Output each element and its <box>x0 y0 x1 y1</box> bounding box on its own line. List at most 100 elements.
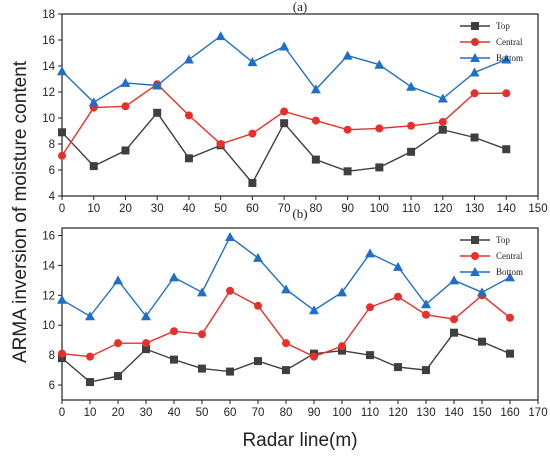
data-point-bottom <box>113 275 123 285</box>
data-point-bottom <box>501 54 512 64</box>
series-bottom <box>57 231 515 321</box>
data-point-top <box>311 155 320 164</box>
data-point-bottom <box>152 80 163 90</box>
data-point-central <box>343 125 352 134</box>
legend: Top Central Bottom <box>460 21 523 63</box>
x-tick-label: 90 <box>308 407 321 419</box>
plot-frame <box>61 227 539 401</box>
y-tick-label: 4 <box>49 191 56 203</box>
x-tick-label: 10 <box>84 407 97 419</box>
legend-label: Bottom <box>496 267 523 277</box>
x-tick-label: 70 <box>278 203 291 215</box>
data-point-bottom <box>437 93 448 103</box>
panel-b: (b)0 10 20 30 40 50 60 70 80 90 100 110 120 130 140 150… <box>42 206 547 419</box>
data-point-top <box>198 364 206 373</box>
data-point-bottom <box>85 311 95 321</box>
data-point-bottom <box>120 77 131 87</box>
series-line-bottom <box>61 235 511 318</box>
data-point-central <box>226 286 234 295</box>
data-point-bottom <box>281 284 291 294</box>
legend-label: Bottom <box>496 53 523 63</box>
y-tick-label: 10 <box>42 113 55 125</box>
data-point-top <box>422 366 430 375</box>
data-point-bottom <box>505 272 515 282</box>
legend-label: Central <box>496 37 523 47</box>
data-point-bottom <box>469 67 480 77</box>
data-point-top <box>502 145 511 154</box>
x-tick-label: 40 <box>183 203 196 215</box>
x-tick-label: 20 <box>112 407 125 419</box>
x-tick-label: 0 <box>59 407 65 419</box>
data-point-top <box>248 179 257 187</box>
data-point-top <box>86 378 94 387</box>
data-point-bottom <box>57 294 67 304</box>
data-point-central <box>114 339 122 348</box>
data-point-bottom <box>141 311 151 321</box>
data-point-top <box>58 128 66 137</box>
data-point-central <box>121 102 130 111</box>
x-tick-label: 80 <box>280 407 293 419</box>
data-point-central <box>198 330 206 339</box>
data-point-bottom <box>215 31 226 41</box>
y-tick-label: 16 <box>42 230 55 242</box>
plot-frame <box>61 13 539 197</box>
x-tick-label: 130 <box>416 407 435 419</box>
data-point-bottom <box>197 287 207 297</box>
x-tick-label: 150 <box>528 203 547 215</box>
x-tick-label: 40 <box>168 407 181 419</box>
y-tick-label: 14 <box>42 260 55 272</box>
data-point-top <box>343 167 352 176</box>
y-tick-label: 8 <box>49 139 55 151</box>
x-tick-label: 160 <box>500 407 519 419</box>
legend-marker <box>471 236 479 244</box>
x-tick-label: 60 <box>246 203 259 215</box>
data-point-top <box>254 357 262 366</box>
data-point-bottom <box>374 59 385 69</box>
x-tick-label: 170 <box>528 407 547 419</box>
x-tick-label: 120 <box>388 407 407 419</box>
x-tick-label: 50 <box>214 203 227 215</box>
y-tick-label: 10 <box>42 320 55 332</box>
x-tick-label: 110 <box>361 407 379 419</box>
data-point-bottom <box>342 50 353 60</box>
data-point-top <box>478 337 486 346</box>
data-point-central <box>366 303 374 312</box>
series-bottom <box>57 31 512 107</box>
data-point-top <box>450 328 458 337</box>
data-point-top <box>438 125 447 134</box>
data-point-central <box>450 315 458 324</box>
data-point-top <box>121 146 130 155</box>
data-point-central <box>310 352 318 361</box>
data-point-central <box>394 292 402 301</box>
y-tick-label: 16 <box>42 35 55 47</box>
data-point-central <box>216 140 225 148</box>
data-point-top <box>170 355 178 364</box>
data-point-top <box>366 351 374 360</box>
x-tick-label: 50 <box>196 407 209 419</box>
x-tick-label: 20 <box>119 203 132 215</box>
data-point-top <box>394 363 402 372</box>
data-point-top <box>153 108 162 117</box>
x-tick-label: 30 <box>140 407 153 419</box>
data-point-bottom <box>57 66 67 76</box>
data-point-central <box>282 339 290 348</box>
data-point-bottom <box>449 275 459 285</box>
data-point-central <box>407 121 416 130</box>
data-point-central <box>58 151 66 160</box>
x-tick-label: 30 <box>151 203 164 215</box>
x-tick-label: 60 <box>224 407 237 419</box>
x-tick-label: 10 <box>87 203 100 215</box>
data-point-central <box>375 124 384 133</box>
y-tick-label: 6 <box>49 165 55 177</box>
x-tick-label: 120 <box>433 203 452 215</box>
x-tick-label: 140 <box>444 407 463 419</box>
y-tick-label: 14 <box>42 61 55 73</box>
data-point-central <box>170 327 178 336</box>
data-point-top <box>282 366 290 375</box>
legend-marker <box>471 38 479 46</box>
data-point-central <box>438 117 447 126</box>
data-point-central <box>470 89 479 98</box>
data-point-top <box>114 372 122 381</box>
data-point-top <box>89 162 98 171</box>
x-tick-label: 100 <box>332 407 351 419</box>
